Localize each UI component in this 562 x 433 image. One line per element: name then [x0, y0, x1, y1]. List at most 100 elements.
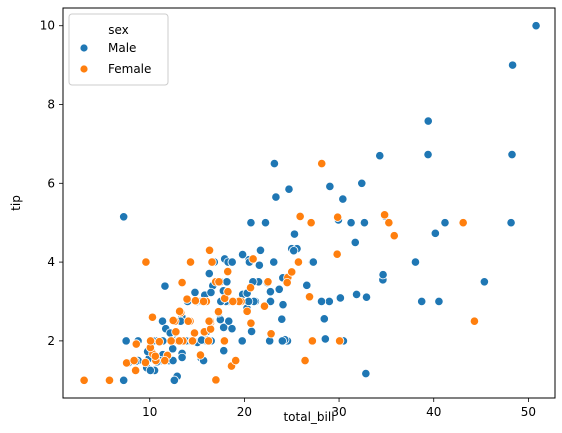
- point-female: [245, 283, 256, 293]
- legend-marker-female: [79, 64, 89, 74]
- y-tick-label: 10: [40, 19, 55, 33]
- point-male: [204, 268, 214, 279]
- point-male: [319, 314, 329, 324]
- point-male: [246, 218, 256, 228]
- point-male: [361, 292, 372, 302]
- legend-title: sex: [108, 23, 129, 37]
- point-male: [346, 218, 356, 228]
- point-female: [147, 312, 158, 322]
- point-male: [361, 368, 371, 379]
- point-female: [189, 328, 200, 338]
- point-male: [434, 296, 444, 307]
- point-male: [302, 280, 312, 290]
- point-male: [254, 260, 264, 270]
- point-male: [278, 300, 288, 310]
- point-male: [440, 218, 450, 228]
- point-female: [307, 336, 317, 346]
- point-male: [177, 352, 187, 363]
- y-axis: 2 4 6 8 10: [40, 19, 63, 348]
- point-male: [190, 287, 200, 298]
- point-male: [237, 336, 247, 346]
- point-female: [282, 277, 292, 288]
- point-female: [131, 365, 141, 376]
- point-male: [289, 229, 300, 239]
- point-male: [324, 296, 334, 307]
- x-tick-label: 30: [331, 405, 346, 419]
- point-female: [295, 211, 305, 221]
- y-tick-label: 2: [47, 334, 55, 348]
- x-tick-label: 50: [521, 405, 536, 419]
- point-female: [389, 231, 399, 241]
- point-male: [219, 346, 229, 356]
- point-male: [274, 284, 284, 294]
- point-female: [332, 249, 342, 259]
- point-female: [182, 294, 192, 304]
- point-male: [269, 257, 279, 267]
- point-male: [357, 178, 367, 188]
- x-tick-label: 40: [426, 405, 441, 419]
- point-male: [417, 296, 427, 307]
- point-male: [531, 21, 541, 31]
- point-male: [119, 212, 129, 222]
- point-female: [166, 336, 176, 346]
- point-male: [269, 159, 279, 169]
- point-female: [242, 306, 252, 316]
- point-female: [300, 355, 310, 366]
- point-female: [228, 296, 238, 307]
- point-female: [266, 329, 276, 339]
- point-female: [150, 351, 160, 361]
- point-female: [379, 210, 390, 220]
- point-male: [507, 149, 517, 160]
- point-female: [177, 277, 187, 288]
- point-male: [222, 277, 232, 287]
- point-female: [469, 316, 480, 326]
- point-male: [119, 375, 129, 385]
- point-male: [423, 149, 433, 160]
- point-male: [410, 257, 421, 267]
- point-male: [277, 314, 287, 324]
- point-male: [284, 184, 294, 194]
- point-male: [325, 181, 335, 192]
- point-female: [79, 375, 89, 385]
- point-female: [214, 277, 224, 287]
- point-male: [237, 250, 248, 260]
- y-tick-label: 8: [47, 98, 55, 112]
- point-female: [129, 355, 139, 366]
- point-female: [223, 287, 233, 297]
- point-male: [157, 316, 168, 326]
- y-axis-label: tip: [9, 195, 23, 211]
- point-male: [320, 334, 330, 344]
- point-female: [195, 350, 206, 360]
- point-male: [479, 277, 489, 287]
- point-male: [338, 194, 348, 204]
- legend-marker-male: [79, 43, 89, 53]
- point-female: [140, 357, 151, 368]
- y-tick-label: 4: [47, 255, 55, 269]
- point-male: [506, 218, 516, 228]
- point-female: [187, 336, 198, 346]
- point-male: [260, 218, 271, 228]
- point-female: [174, 336, 184, 346]
- point-female: [219, 336, 230, 346]
- point-female: [287, 267, 297, 277]
- point-male: [423, 116, 433, 126]
- point-male: [227, 257, 237, 267]
- point-female: [131, 339, 141, 349]
- point-female: [317, 159, 327, 169]
- point-male: [308, 257, 318, 267]
- point-male: [277, 336, 287, 346]
- point-female: [207, 257, 217, 267]
- point-male: [375, 151, 385, 161]
- point-male: [169, 375, 179, 385]
- point-female: [171, 327, 181, 337]
- point-male: [265, 296, 276, 307]
- point-female: [306, 218, 316, 228]
- legend-box: [68, 13, 169, 86]
- point-female: [145, 336, 156, 346]
- point-female: [304, 292, 315, 302]
- point-male: [244, 296, 254, 307]
- point-male: [289, 246, 299, 256]
- point-male: [351, 289, 362, 299]
- x-axis: 10 20 30 40 50: [142, 398, 536, 419]
